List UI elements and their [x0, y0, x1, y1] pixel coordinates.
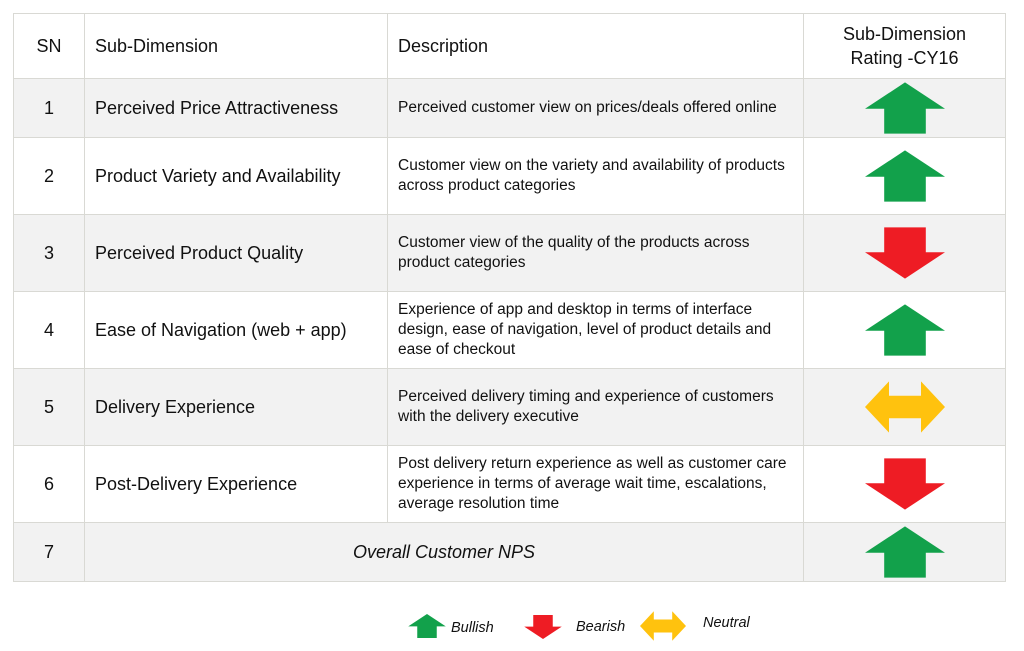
- header-rating-line1: Sub-Dimension: [842, 24, 967, 44]
- row-rating: [803, 214, 1006, 292]
- row-sn: 6: [13, 445, 85, 523]
- row-description: Customer view of the quality of the prod…: [387, 214, 804, 292]
- row-description: Perceived delivery timing and experience…: [387, 368, 804, 446]
- table-row: 1 Perceived Price Attractiveness Perceiv…: [13, 78, 1006, 138]
- row-sn: 4: [13, 291, 85, 369]
- row-sub-dimension: Product Variety and Availability: [84, 137, 388, 215]
- table-row: 5 Delivery Experience Perceived delivery…: [13, 368, 1006, 446]
- row-description: Perceived customer view on prices/deals …: [387, 78, 804, 138]
- header-row: SN Sub-Dimension Description Sub-Dimensi…: [13, 13, 1006, 79]
- header-sub-dimension: Sub-Dimension: [84, 13, 388, 79]
- row-rating: [803, 78, 1006, 138]
- legend-bearish: Bearish: [518, 612, 638, 642]
- row-sub-dimension: Perceived Price Attractiveness: [84, 78, 388, 138]
- table-row: 6 Post-Delivery Experience Post delivery…: [13, 445, 1006, 523]
- row-sn: 1: [13, 78, 85, 138]
- row-rating: [803, 291, 1006, 369]
- table-row: 3 Perceived Product Quality Customer vie…: [13, 214, 1006, 292]
- header-rating-line2: Rating -CY16: [850, 48, 959, 68]
- overall-rating: [803, 522, 1006, 582]
- arrow-up-icon: [804, 150, 1005, 202]
- row-sub-dimension: Post-Delivery Experience: [84, 445, 388, 523]
- row-sub-dimension: Ease of Navigation (web + app): [84, 291, 388, 369]
- legend-neutral-label: Neutral: [703, 615, 750, 631]
- row-sub-dimension: Perceived Product Quality: [84, 214, 388, 292]
- arrow-down-icon: [804, 458, 1005, 510]
- legend-arrow-up-icon: [404, 614, 450, 638]
- row-rating: [803, 137, 1006, 215]
- legend-bullish-label: Bullish: [451, 620, 494, 636]
- header-rating: Sub-Dimension Rating -CY16: [803, 13, 1006, 79]
- overall-row: 7 Overall Customer NPS: [13, 522, 1006, 582]
- arrow-up-icon: [804, 82, 1005, 134]
- header-description: Description: [387, 13, 804, 79]
- nps-sub-dimension-table: SN Sub-Dimension Description Sub-Dimensi…: [13, 13, 1006, 582]
- legend-bullish: Bullish: [400, 612, 510, 642]
- arrow-down-icon: [804, 227, 1005, 279]
- arrow-up-icon: [804, 304, 1005, 356]
- table-row: 4 Ease of Navigation (web + app) Experie…: [13, 291, 1006, 369]
- legend-arrow-left-right-icon: [640, 608, 686, 644]
- row-description: Post delivery return experience as well …: [387, 445, 804, 523]
- row-description: Experience of app and desktop in terms o…: [387, 291, 804, 369]
- table-row: 2 Product Variety and Availability Custo…: [13, 137, 1006, 215]
- arrow-up-icon: [804, 526, 1005, 578]
- row-rating: [803, 368, 1006, 446]
- overall-label: Overall Customer NPS: [84, 522, 804, 582]
- legend-neutral: Neutral: [640, 611, 790, 642]
- overall-sn: 7: [13, 522, 85, 582]
- row-sn: 5: [13, 368, 85, 446]
- legend-bearish-label: Bearish: [576, 619, 626, 635]
- row-rating: [803, 445, 1006, 523]
- row-sn: 2: [13, 137, 85, 215]
- legend: Bullish Bearish Neutral: [400, 611, 800, 642]
- row-sn: 3: [13, 214, 85, 292]
- row-sub-dimension: Delivery Experience: [84, 368, 388, 446]
- header-sn: SN: [13, 13, 85, 79]
- row-description: Customer view on the variety and availab…: [387, 137, 804, 215]
- arrow-left-right-icon: [804, 378, 1005, 436]
- legend-arrow-down-icon: [520, 615, 566, 639]
